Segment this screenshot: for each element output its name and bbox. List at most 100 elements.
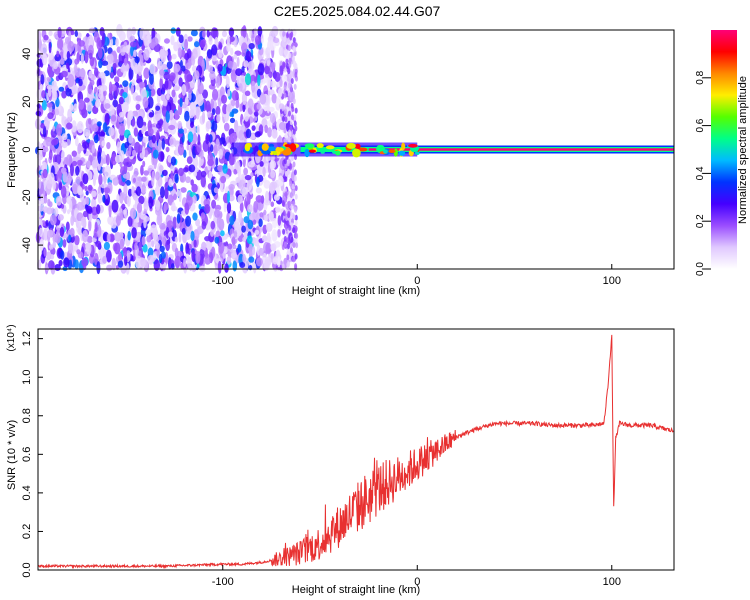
noise-cell — [218, 148, 223, 160]
noise-cell — [271, 128, 278, 139]
noise-cell — [137, 111, 144, 118]
noise-cell — [131, 110, 139, 117]
noise-cell — [133, 49, 137, 58]
noise-cell — [129, 207, 137, 219]
noise-cell — [159, 69, 165, 76]
carrier-blob — [352, 148, 361, 158]
noise-cell — [86, 101, 93, 112]
noise-cell — [259, 93, 267, 105]
noise-cell — [169, 72, 176, 81]
noise-cell — [143, 196, 147, 208]
noise-cell — [226, 256, 232, 265]
noise-cell — [123, 246, 128, 258]
noise-cell — [41, 90, 46, 99]
carrier-blob — [388, 149, 396, 154]
noise-cell — [217, 260, 222, 274]
noise-cell — [208, 35, 213, 46]
noise-cell — [259, 161, 264, 167]
y-tick-label: -20 — [21, 189, 33, 205]
noise-cell — [282, 228, 286, 235]
noise-cell — [206, 134, 211, 142]
noise-cell — [60, 58, 65, 65]
noise-cell — [255, 257, 263, 267]
noise-cell — [283, 92, 287, 99]
noise-cell — [139, 54, 144, 67]
noise-cell — [263, 209, 267, 215]
noise-cell — [227, 89, 231, 97]
noise-cell — [75, 165, 80, 176]
noise-cell — [243, 60, 249, 68]
noise-cell — [272, 218, 278, 229]
noise-cell — [201, 111, 206, 124]
noise-cell — [87, 184, 93, 191]
noise-cell — [136, 222, 142, 228]
noise-cell — [168, 178, 173, 188]
noise-cell — [131, 26, 136, 36]
noise-cell — [240, 75, 245, 82]
noise-cell — [294, 107, 298, 114]
noise-cell — [271, 61, 275, 73]
noise-cell — [211, 199, 217, 209]
carrier-blob — [272, 150, 277, 156]
noise-cell — [157, 119, 164, 126]
noise-cell — [294, 214, 298, 221]
noise-cell — [91, 190, 97, 197]
noise-cell — [241, 66, 245, 73]
noise-cell — [204, 204, 211, 214]
noise-cell — [205, 120, 212, 130]
noise-cell — [132, 177, 136, 183]
noise-cell — [292, 227, 296, 234]
noise-cell — [248, 160, 255, 168]
noise-cell — [293, 120, 297, 127]
carrier-blob — [358, 147, 368, 152]
spectrogram-x-label: Height of straight line (km) — [292, 285, 420, 297]
noise-cell — [155, 113, 161, 121]
noise-cell — [85, 242, 92, 255]
noise-cell — [269, 181, 276, 195]
noise-cell — [135, 186, 142, 197]
noise-cell — [294, 71, 298, 78]
noise-cell — [80, 53, 84, 64]
noise-cell — [251, 80, 256, 93]
noise-cell — [145, 229, 152, 236]
noise-cell — [285, 58, 289, 65]
noise-cell — [281, 200, 285, 206]
noise-cell — [259, 212, 264, 218]
noise-cell — [71, 150, 78, 157]
noise-cell — [54, 108, 60, 116]
carrier-band-core — [368, 148, 674, 151]
noise-cell — [283, 241, 287, 248]
noise-cell — [206, 49, 213, 59]
noise-cell — [99, 27, 105, 36]
carrier-blob — [335, 150, 341, 156]
noise-cell — [284, 196, 288, 203]
noise-cell — [162, 99, 168, 107]
noise-cell — [91, 159, 99, 169]
noise-cell — [174, 110, 180, 121]
noise-cell — [290, 247, 293, 254]
noise-cell — [158, 253, 163, 264]
noise-cell — [264, 124, 269, 134]
noise-cell — [116, 141, 121, 154]
noise-cell — [141, 176, 147, 182]
noise-cell — [224, 122, 230, 132]
noise-cell — [118, 111, 125, 118]
noise-cell — [267, 88, 271, 97]
y-tick-label: 40 — [21, 48, 33, 60]
noise-cell — [195, 218, 201, 227]
snr-y-label: SNR (10 * v/v) — [6, 420, 18, 490]
noise-cell — [133, 127, 139, 137]
noise-cell — [48, 30, 53, 37]
noise-cell — [104, 165, 111, 178]
colorbar-label: Normalized spectral amplitude — [737, 76, 749, 224]
noise-cell — [263, 214, 269, 222]
noise-cell — [202, 89, 208, 99]
noise-cell — [217, 164, 224, 172]
noise-cell — [191, 249, 196, 262]
spectrogram-y-label: Frequency (Hz) — [6, 112, 18, 188]
noise-cell — [144, 149, 149, 158]
noise-cell — [192, 132, 198, 144]
noise-cell — [294, 185, 298, 192]
noise-cell — [174, 173, 179, 184]
